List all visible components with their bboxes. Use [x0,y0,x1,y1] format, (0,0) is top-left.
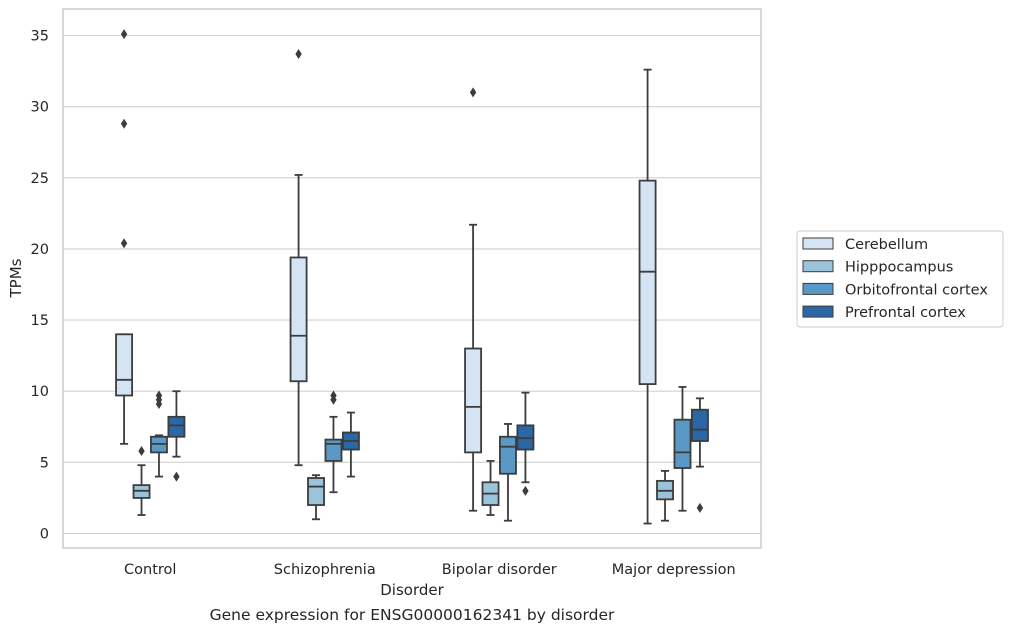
y-tick-label: 10 [31,384,49,400]
box-plot [307,474,325,521]
box-plot [115,29,134,445]
box-plot [289,48,308,467]
box-plot [499,423,517,522]
outlier-point [138,445,145,456]
box [307,477,325,506]
legend-swatch [802,305,834,318]
y-tick-label: 20 [31,242,49,258]
box [115,333,134,397]
box [638,179,657,385]
y-tick-label: 35 [31,29,49,45]
outlier-point [155,390,163,401]
box-plot [150,390,168,478]
x-axis-ticks: Control Schizophrenia Bipolar disorder Majo… [124,562,736,578]
box-plot [516,391,535,496]
box-plot [132,445,151,516]
x-tick-label: Control [124,562,176,578]
legend-swatch [802,282,834,295]
figure-caption: Gene expression for ENSG00000162341 by d… [209,606,615,624]
outlier-point [295,48,302,59]
box-plot-series [115,29,709,525]
outlier-point [522,485,529,496]
outlier-point [330,390,337,401]
legend-entry-label: Orbitofrontal cortex [845,282,988,298]
box-plot [324,390,343,494]
y-axis-label: TPMs [7,258,25,298]
legend: Cerebellum Hipppocampus Orbitofrontal cort… [796,230,1004,328]
outlier-point [120,29,128,40]
box-plot [656,469,674,522]
legend-swatch [802,260,834,273]
box [167,415,186,438]
legend-swatch [802,237,834,250]
box [324,438,343,462]
legend-entry-label: Hipppocampus [845,260,953,276]
y-tick-label: 5 [40,455,49,471]
box [673,418,692,469]
box-plot [341,411,360,478]
legend-entry-label: Cerebellum [845,237,928,253]
box-plot [638,68,657,525]
box [464,347,483,454]
y-tick-label: 25 [31,171,49,187]
x-tick-label: Major depression [612,562,736,578]
x-tick-label: Bipolar disorder [442,562,557,578]
box-plot [673,386,692,512]
box [289,256,308,383]
outlier-point [469,87,477,98]
x-axis-label: Disorder [380,581,444,599]
outlier-point [120,118,128,129]
outlier-point [173,471,180,482]
x-tick-label: Schizophrenia [274,562,376,578]
box-plot [464,87,483,512]
plot-frame [62,8,762,549]
box [690,408,709,442]
box-plot [481,460,500,516]
box-plot [167,390,186,482]
y-tick-label: 0 [40,527,49,543]
outlier-point [120,238,128,249]
box-plot [690,397,709,513]
y-tick-label: 30 [31,100,49,116]
legend-frame [796,230,1004,328]
box [499,435,517,475]
y-axis-ticks: 0 5 10 15 20 25 30 35 [31,29,49,543]
y-tick-label: 15 [31,313,49,329]
legend-entry-label: Prefrontal cortex [845,305,966,321]
outlier-point [696,502,704,513]
